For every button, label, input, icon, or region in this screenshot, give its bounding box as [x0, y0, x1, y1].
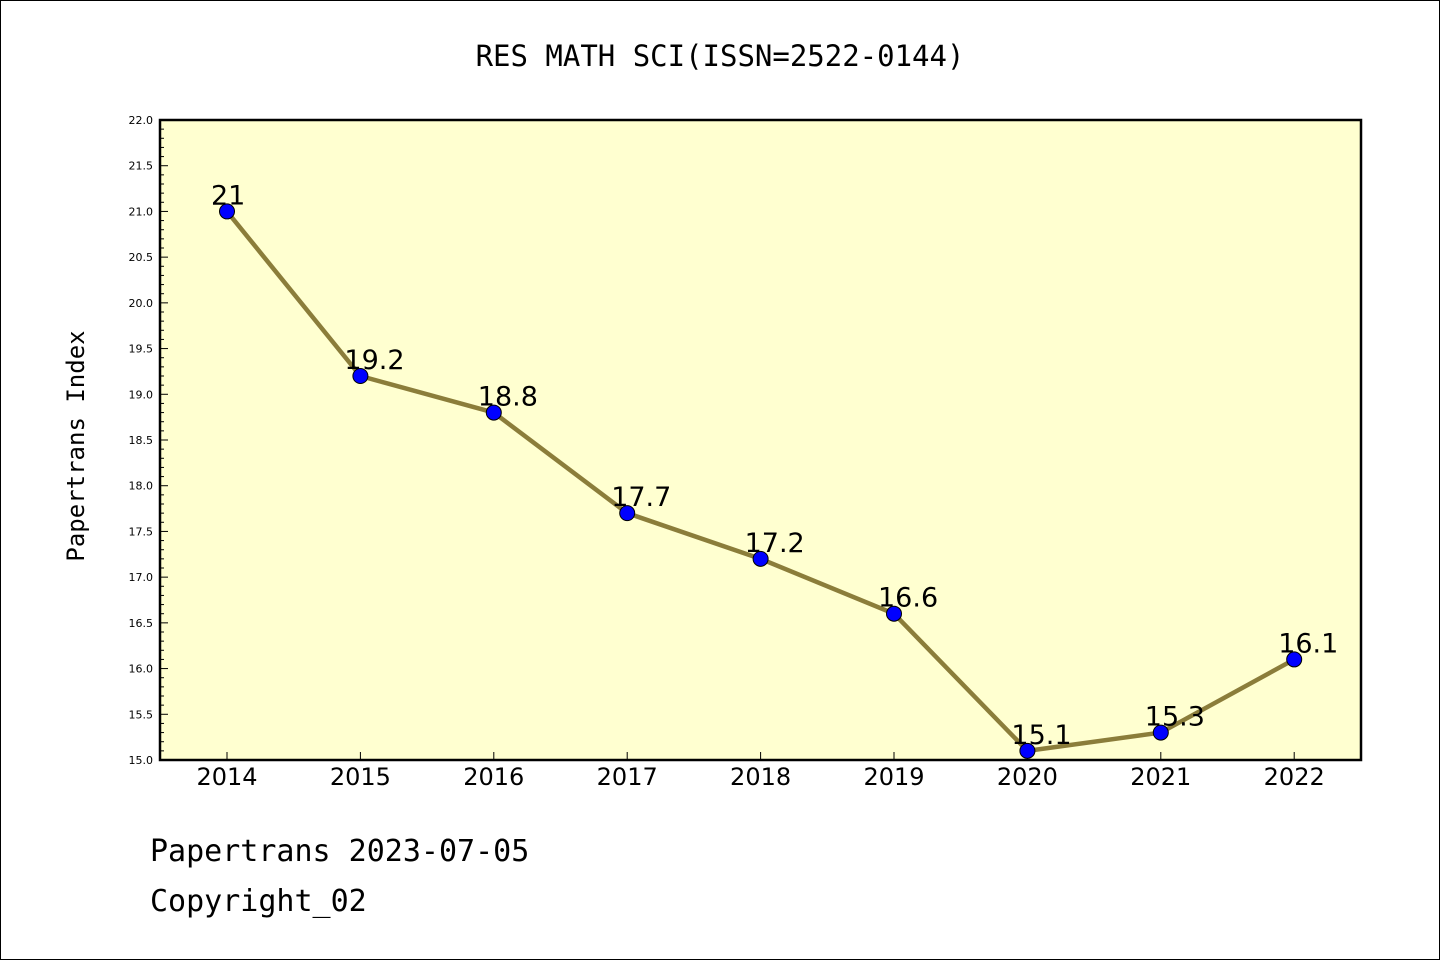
- y-tick-label: 19.0: [129, 388, 154, 401]
- y-tick-label: 21.5: [129, 160, 154, 173]
- y-tick-label: 17.0: [129, 571, 154, 584]
- y-tick-label: 15.5: [129, 708, 154, 721]
- data-point: [485, 404, 502, 421]
- y-tick-label: 19.5: [129, 343, 154, 356]
- data-labels: 21 19.2 18.8 17.7 17.2 16.6 15.1 15.3 16.1: [211, 180, 1338, 750]
- x-tick-label: 2019: [863, 763, 924, 791]
- x-axis: 2014 2015 2016 2017 2018 2019 2020 2021 2022: [196, 752, 1325, 791]
- y-tick-label: 15.0: [129, 754, 154, 767]
- data-label: 21: [211, 180, 245, 211]
- y-tick-label: 20.5: [129, 251, 154, 264]
- data-point: [352, 368, 369, 384]
- data-point: [752, 550, 769, 567]
- x-tick-label: 2018: [730, 763, 791, 791]
- series-index: [219, 203, 1303, 759]
- data-label: 17.2: [745, 528, 805, 559]
- x-tick-label: 2021: [1130, 763, 1191, 791]
- data-point: [1019, 742, 1036, 759]
- plot-border: [158, 118, 1363, 762]
- data-label: 18.8: [478, 382, 538, 413]
- footer-date: Papertrans 2023-07-05: [150, 834, 530, 869]
- y-tick-label: 18.5: [129, 434, 154, 447]
- data-label: 16.6: [878, 583, 938, 614]
- x-tick-label: 2014: [196, 763, 257, 791]
- data-point: [619, 505, 636, 522]
- x-tick-label: 2015: [330, 763, 391, 791]
- x-tick-label: 2016: [463, 763, 524, 791]
- y-tick-label: 16.5: [129, 617, 154, 630]
- plot-area: [160, 120, 1361, 760]
- x-tick-label: 2022: [1264, 763, 1325, 791]
- data-label: 16.1: [1278, 628, 1338, 659]
- y-tick-label: 16.0: [129, 663, 154, 676]
- y-axis-label: Papertrans Index: [62, 330, 90, 561]
- data-point: [1286, 651, 1303, 668]
- data-label: 19.2: [344, 345, 404, 376]
- data-point: [1152, 724, 1169, 741]
- data-label: 15.1: [1011, 720, 1071, 751]
- y-tick-label: 18.0: [129, 480, 154, 493]
- chart-title: RES MATH SCI(ISSN=2522-0144): [476, 39, 965, 73]
- data-point: [219, 203, 235, 220]
- x-tick-label: 2017: [597, 763, 658, 791]
- footer-copyright: Copyright_02: [150, 884, 367, 919]
- y-tick-label: 22.0: [129, 114, 154, 127]
- y-tick-label: 17.5: [129, 525, 154, 538]
- x-tick-label: 2020: [997, 763, 1058, 791]
- y-axis: 15.0 15.5 16.0 16.5 17.0 17.5 18.0 18.5 19.0 19.5…: [129, 114, 168, 767]
- data-label: 17.7: [611, 482, 671, 513]
- y-tick-label: 20.0: [129, 297, 154, 310]
- data-label: 15.3: [1145, 702, 1205, 733]
- y-tick-label: 21.0: [129, 205, 154, 218]
- data-point: [886, 605, 902, 622]
